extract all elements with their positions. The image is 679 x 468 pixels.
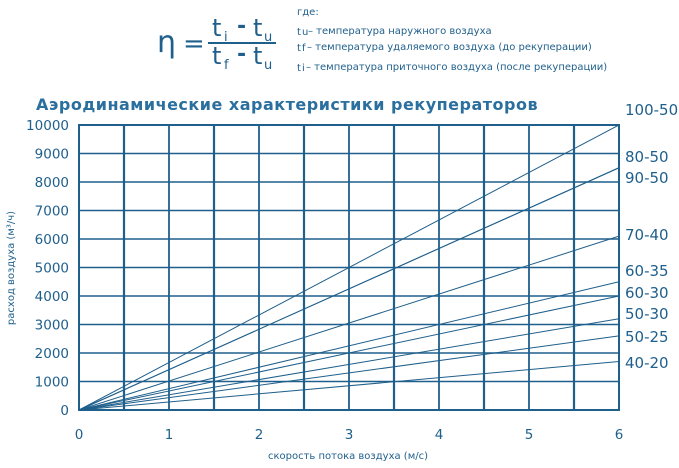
series-line-60-30: [78, 295, 620, 411]
plot-frame: [78, 124, 620, 411]
legend-sub-tf: f: [302, 43, 306, 54]
x-tick-label: 5: [525, 427, 534, 443]
y-tick-label: 5000: [35, 261, 69, 277]
y-axis-label: расход воздуха (м³/ч): [6, 211, 17, 325]
legend-symbol-ti: t: [297, 63, 301, 74]
numerator-sub2: u: [264, 30, 272, 45]
efficiency-formula: η = t i - t u t f - t u: [157, 14, 276, 73]
numerator-t2: t: [253, 14, 262, 42]
x-tick-label: 4: [435, 427, 444, 443]
series-line-50-25: [78, 335, 620, 411]
series-label-60-35: 60-35: [625, 262, 669, 280]
numerator-sub1: i: [224, 30, 228, 45]
denominator-t2: t: [253, 42, 262, 70]
y-tick-label: 7000: [35, 204, 69, 220]
legend-sub-tu: u: [302, 27, 308, 38]
equals-sign: =: [183, 29, 205, 59]
series-line-70-40: [78, 235, 620, 411]
chart-title: Аэродинамические характеристики рекупера…: [36, 95, 538, 114]
legend-symbol-tu: t: [297, 27, 301, 38]
legend-item-tf: t f – температура удаляемого воздуха (до…: [297, 42, 592, 54]
denominator-t1: t: [212, 42, 221, 70]
series-line-50-30: [78, 318, 620, 411]
series-label-50-30: 50-30: [625, 305, 669, 323]
y-tick-label: 2000: [35, 346, 69, 362]
series-line-100-50: [78, 124, 620, 411]
series-line-90-50: [78, 167, 620, 411]
y-tick-label: 6000: [35, 232, 69, 248]
legend-symbol-tf: t: [297, 43, 301, 54]
legend-heading: где:: [297, 7, 319, 18]
eta-symbol: η: [157, 25, 176, 60]
series-label-40-20: 40-20: [625, 354, 669, 372]
legend-sub-ti: i: [302, 63, 305, 74]
numerator-t1: t: [212, 14, 221, 42]
numerator-minus: -: [237, 14, 246, 39]
series-label-100-50: 100-50: [625, 101, 678, 119]
legend-text-tf: – температура удаляемого воздуха (до рек…: [307, 42, 592, 53]
series-line-40-20: [78, 361, 620, 411]
x-tick-label: 1: [165, 427, 174, 443]
series-label-50-25: 50-25: [625, 328, 669, 346]
legend-item-ti: t i – температура приточного воздуха (по…: [297, 62, 607, 74]
formula-legend: где: t u – температура наружного воздуха…: [297, 7, 607, 74]
series-label-80-50: 80-50: [625, 148, 669, 166]
legend-text-ti: – температура приточного воздуха (после …: [306, 62, 607, 73]
series-label-90-50: 90-50: [625, 169, 669, 187]
legend-text-tu: – температура наружного воздуха: [308, 26, 492, 37]
y-tick-label: 1000: [35, 375, 69, 391]
denominator-sub1: f: [224, 58, 229, 73]
legend-item-tu: t u – температура наружного воздуха: [297, 26, 492, 38]
x-tick-label: 3: [345, 427, 354, 443]
y-tick-label: 8000: [35, 175, 69, 191]
x-tick-label: 0: [75, 427, 84, 443]
series-label-70-40: 70-40: [625, 226, 669, 244]
denominator-sub2: u: [264, 58, 272, 73]
y-tick-label: 10000: [26, 118, 69, 134]
series-label-60-30: 60-30: [625, 284, 669, 302]
y-tick-label: 0: [60, 403, 69, 419]
y-tick-label: 3000: [35, 318, 69, 334]
x-tick-label: 6: [615, 427, 624, 443]
plot-area: 0 1000 2000 3000 4000 5000 6000 7000 8000 9000 100…: [26, 101, 678, 443]
series-line-60-35: [78, 281, 620, 411]
denominator-minus: -: [237, 42, 246, 67]
y-tick-label: 4000: [35, 289, 69, 305]
x-tick-label: 2: [255, 427, 264, 443]
x-axis-label: скорость потока воздуха (м/с): [268, 451, 428, 462]
y-tick-label: 9000: [35, 147, 69, 163]
